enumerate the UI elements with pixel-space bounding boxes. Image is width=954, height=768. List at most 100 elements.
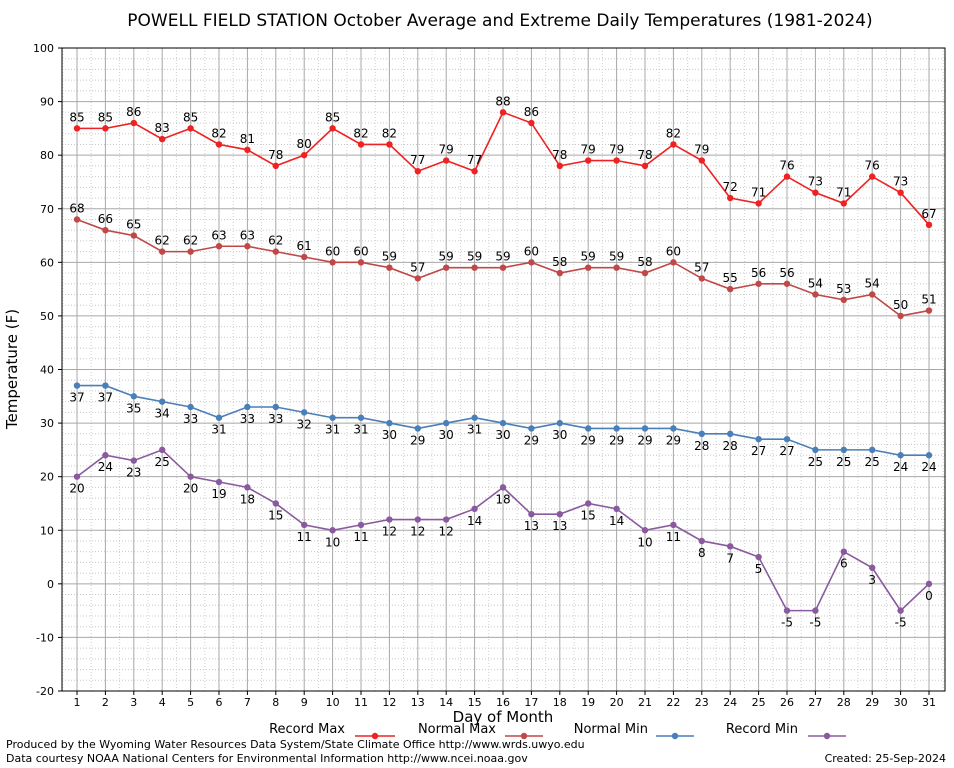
data-point [840,200,847,207]
data-label: 13 [524,519,539,533]
data-point [925,452,933,459]
data-label: 30 [552,428,567,442]
data-point [414,275,421,282]
data-label: 18 [495,492,510,506]
data-label: 12 [410,525,425,539]
data-point [727,543,734,550]
data-label: 29 [524,433,539,447]
x-tick-label: 5 [187,696,194,709]
data-label: 54 [808,276,823,290]
data-point [698,537,705,545]
data-label: 60 [353,244,368,258]
data-label: 29 [666,433,681,447]
data-point [102,226,109,234]
data-point [187,403,194,411]
data-point [215,414,223,421]
data-label: 5 [755,562,763,576]
data-label: 78 [268,148,283,162]
footer-produced-by: Produced by the Wyoming Water Resources … [6,738,585,751]
series-record-max: 85 85 86 83 85 82 81 78 80 85 82 82 77 79 77 88 86 78 79 79… [69,94,937,229]
data-label: 83 [155,121,170,135]
data-point [301,521,308,529]
data-label: 79 [581,143,596,157]
data-point [357,521,365,529]
data-point [812,291,819,298]
x-tick-label: 14 [439,696,453,709]
data-label: 33 [183,412,198,426]
data-label: 25 [808,455,823,469]
data-point [159,398,166,405]
y-tick-label: 60 [40,256,54,269]
data-point [130,393,137,400]
x-tick-label: 16 [496,696,510,709]
data-point [812,189,819,196]
data-point [73,473,81,480]
data-point [73,125,81,132]
data-label: 63 [240,228,255,242]
data-label: 25 [155,455,170,469]
data-label: 59 [382,250,397,264]
y-tick-label: 80 [40,149,54,162]
x-tick-label: 21 [638,696,652,709]
data-label: 29 [410,433,425,447]
data-point [783,435,791,443]
legend-marker [671,732,679,740]
data-point [102,125,109,132]
data-point [187,125,194,132]
legend-label: Normal Max [418,722,496,737]
data-label: 3 [868,573,876,587]
data-label: 28 [723,439,738,453]
data-point [556,419,563,427]
y-tick-label: 50 [40,310,54,323]
data-label: 77 [467,153,482,167]
data-point [698,275,705,282]
data-point [869,173,876,180]
data-point [471,168,478,175]
data-point [499,419,507,427]
data-point [499,484,507,491]
x-tick-label: 29 [865,696,879,709]
data-label: 10 [325,535,340,549]
data-label: 65 [126,218,141,232]
data-label: 23 [126,466,141,480]
data-point [783,173,791,180]
data-point [897,312,904,320]
legend-marker [520,732,528,740]
x-tick-label: 22 [666,696,680,709]
x-tick-label: 2 [102,696,109,709]
y-tick-label: -10 [36,631,54,644]
data-label: 66 [98,212,113,226]
data-point [301,253,308,261]
data-point [528,425,535,432]
data-point [585,157,592,164]
x-tick-label: 10 [326,696,340,709]
data-point [755,200,762,207]
x-tick-label: 23 [695,696,709,709]
data-label: 86 [126,105,141,119]
data-point [499,109,507,116]
data-point [357,259,365,266]
data-label: 24 [98,460,113,474]
data-label: 37 [69,391,84,405]
data-label: 61 [297,239,312,253]
data-label: 55 [723,271,738,285]
data-label: 59 [467,250,482,264]
data-point [329,125,336,132]
x-tick-label: 1 [74,696,81,709]
x-axis: 1 2 3 4 5 6 7 8 9 10 11 12 13 14 15 16 17 18 19 20 21 22 23 24 2… [74,691,936,709]
x-tick-label: 30 [894,696,908,709]
data-label: 85 [325,110,340,124]
data-label: 31 [211,423,226,437]
data-label: 68 [69,201,84,215]
data-label: 80 [297,137,312,151]
data-point [641,425,649,432]
data-point [840,548,847,555]
data-label: 76 [779,159,794,173]
data-label: 59 [581,250,596,264]
data-label: 86 [524,105,539,119]
data-point [727,194,734,202]
data-point [130,232,137,239]
data-label: 29 [609,433,624,447]
data-label: 76 [865,159,880,173]
